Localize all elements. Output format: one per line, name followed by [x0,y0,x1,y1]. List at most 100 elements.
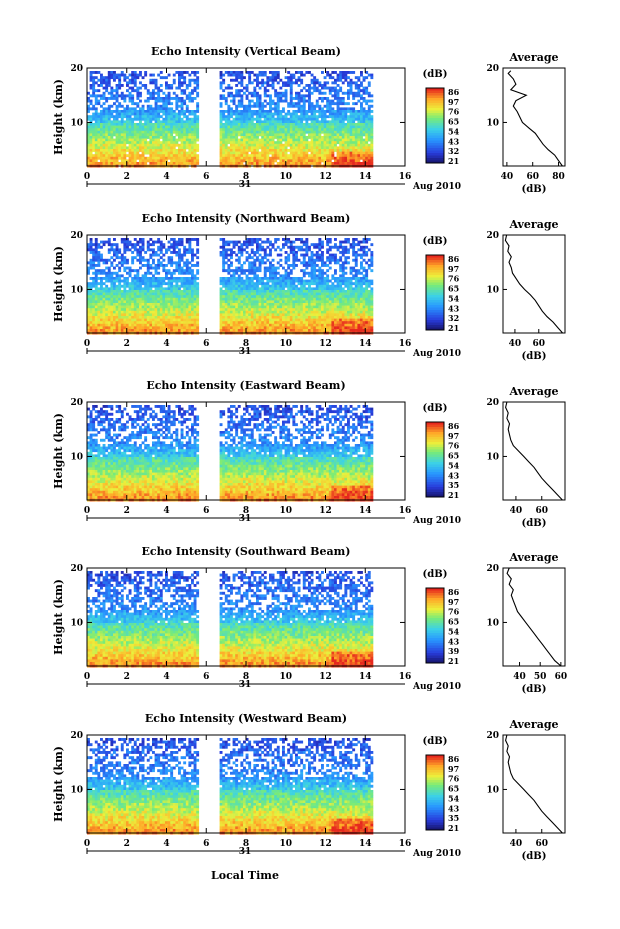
heatmap-cell [339,287,343,291]
heatmap-cell [144,271,148,275]
heatmap-cell [250,303,254,306]
heatmap-cell [292,97,296,100]
heatmap-cell [352,130,356,134]
heatmap-cell [248,104,252,108]
heatmap-cell [131,130,135,134]
heatmap-cell [360,146,363,150]
heatmap-cell [123,149,127,152]
heatmap-cell [222,151,226,155]
heatmap-cell [152,159,155,163]
heatmap-cell [367,73,371,77]
heatmap-cell [172,125,176,129]
heatmap-cell [232,159,236,163]
heatmap-cell [154,112,158,116]
heatmap-cell [334,71,337,74]
heatmap-cell [326,240,330,244]
heatmap-cell [230,78,233,82]
heatmap-cell [263,266,267,270]
heatmap-cell [370,104,374,108]
heatmap-cell [326,295,330,299]
heatmap-cell [266,94,270,98]
heatmap-cell [321,99,324,103]
heatmap-cell [321,130,324,134]
heatmap-cell [172,300,176,304]
heatmap-cell [105,295,109,299]
heatmap-cell [300,295,304,299]
heatmap-cell [232,133,236,137]
heatmap-cell [250,240,254,244]
heatmap-cell [94,102,98,106]
heatmap-cell [305,151,309,155]
heatmap-cell [300,94,304,98]
heatmap-cell [162,154,166,158]
heatmap-cell [136,303,140,306]
heatmap-cell [222,256,226,260]
heatmap-cell [230,159,233,163]
heatmap-cell [328,154,332,158]
heatmap-cell [326,123,330,126]
heatmap-cell [370,138,374,142]
heatmap-cell [256,258,259,262]
heatmap-cell [261,81,265,85]
heatmap-cell [240,151,244,155]
heatmap-cell [154,146,158,150]
heatmap-cell [362,115,366,119]
heatmap-cell [328,284,332,288]
heatmap-cell [113,266,116,270]
heatmap-cell [295,120,298,124]
heatmap-cell [248,112,252,116]
heatmap-cell [354,136,358,139]
heatmap-cell [224,261,228,265]
heatmap-cell [302,130,306,134]
heatmap-cell [295,295,298,299]
heatmap-cell [292,162,296,165]
heatmap-cell [105,143,109,147]
heatmap-cell [295,143,298,147]
heatmap-cell [289,245,293,249]
heatmap-cell [292,240,296,244]
heatmap-cell [167,240,171,244]
heatmap-cell [336,125,340,129]
heatmap-cell [274,136,278,139]
heatmap-cell [102,120,106,124]
heatmap-cell [245,110,249,113]
heatmap-cell [326,297,330,301]
heatmap-cell [310,297,314,301]
heatmap-cell [344,107,348,111]
heatmap-cell [310,138,314,142]
heatmap-cell [357,112,361,116]
heatmap-cell [175,277,179,280]
heatmap-cell [357,120,361,124]
heatmap-cell [110,143,114,147]
heatmap-cell [315,251,319,254]
heatmap-cell [323,300,327,304]
heatmap-cell [105,279,109,283]
heatmap-cell [253,274,257,278]
heatmap-cell [336,97,340,100]
heatmap-cell [269,76,272,80]
heatmap-cell [250,125,254,129]
heatmap-cell [360,107,363,111]
heatmap-cell [341,274,345,278]
heatmap-cell [235,240,239,244]
heatmap-cell [243,248,246,252]
heatmap-cell [196,269,200,273]
heatmap-cell [115,73,119,77]
heatmap-cell [344,251,348,254]
heatmap-cell [263,123,267,126]
heatmap-cell [243,138,246,142]
heatmap-cell [266,282,270,286]
heatmap-cell [315,279,319,283]
heatmap-cell [191,279,194,283]
heatmap-cell [248,141,252,145]
heatmap-cell [157,156,161,160]
heatmap-cell [94,243,98,247]
heatmap-cell [89,146,93,150]
heatmap-cell [141,162,145,165]
heatmap-cells [87,71,374,168]
heatmap-cell [347,261,350,265]
heatmap-cell [87,159,90,163]
heatmap-cell [235,117,239,121]
heatmap-cell [136,86,140,90]
heatmap-cell [232,138,236,142]
